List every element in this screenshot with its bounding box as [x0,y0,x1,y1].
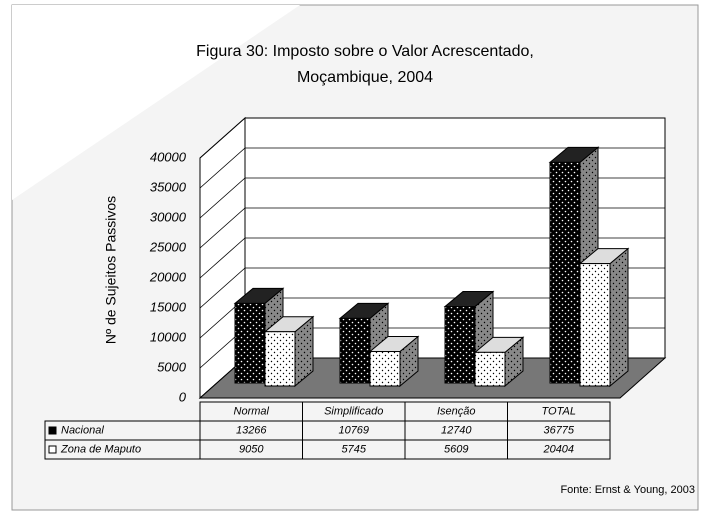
chart-title: Moçambique, 2004 [297,69,433,86]
bar [368,335,420,388]
y-tick-label: 40000 [150,149,187,164]
legend-label: Nacional [61,424,104,436]
legend-swatch [48,426,57,435]
bar [473,336,525,388]
category-label: TOTAL [542,405,576,417]
y-tick-label: 5000 [157,359,187,374]
grid-line [199,177,246,219]
grid-line [199,237,246,279]
y-tick-label: 0 [179,389,187,404]
y-axis-label: Nº de Sujeitos Passivos [103,196,119,344]
bar-front [339,317,371,384]
table-value: 10769 [338,424,369,436]
y-tick-label: 20000 [149,269,187,284]
bar [578,247,630,388]
bar [263,315,315,388]
y-tick-label: 35000 [150,179,187,194]
chart-title: Figura 30: Imposto sobre o Valor Acresce… [196,43,534,60]
category-label: Normal [234,405,270,417]
table-value: 9050 [239,443,264,455]
y-tick-label: 15000 [150,299,187,314]
bar-front [234,302,266,384]
y-tick-label: 25000 [149,239,187,254]
legend-swatch [48,445,57,454]
bar-front [264,331,296,387]
bar-side [609,247,629,388]
table-value: 12740 [441,424,472,436]
bar-front [444,306,476,384]
legend-label: Zona de Maputo [60,443,141,455]
bar-front [474,351,506,387]
bar-front [579,263,611,387]
frame-shade [12,5,300,200]
grid-line [199,147,246,189]
source: Fonte: Ernst & Young, 2003 [560,484,695,496]
grid-line [199,207,246,249]
table-value: 5745 [342,443,367,455]
bar-front [549,161,581,384]
grid-line [199,267,246,309]
table-value: 13266 [236,424,267,436]
bar-front [369,351,401,387]
y-tick-label: 10000 [150,329,187,344]
grid-line [199,117,246,159]
table-value: 20404 [542,443,574,455]
table-value: 36775 [543,424,574,436]
category-label: Isenção [437,405,476,417]
table-value: 5609 [444,443,468,455]
category-label: Simplificado [324,405,383,417]
y-tick-label: 30000 [150,209,187,224]
